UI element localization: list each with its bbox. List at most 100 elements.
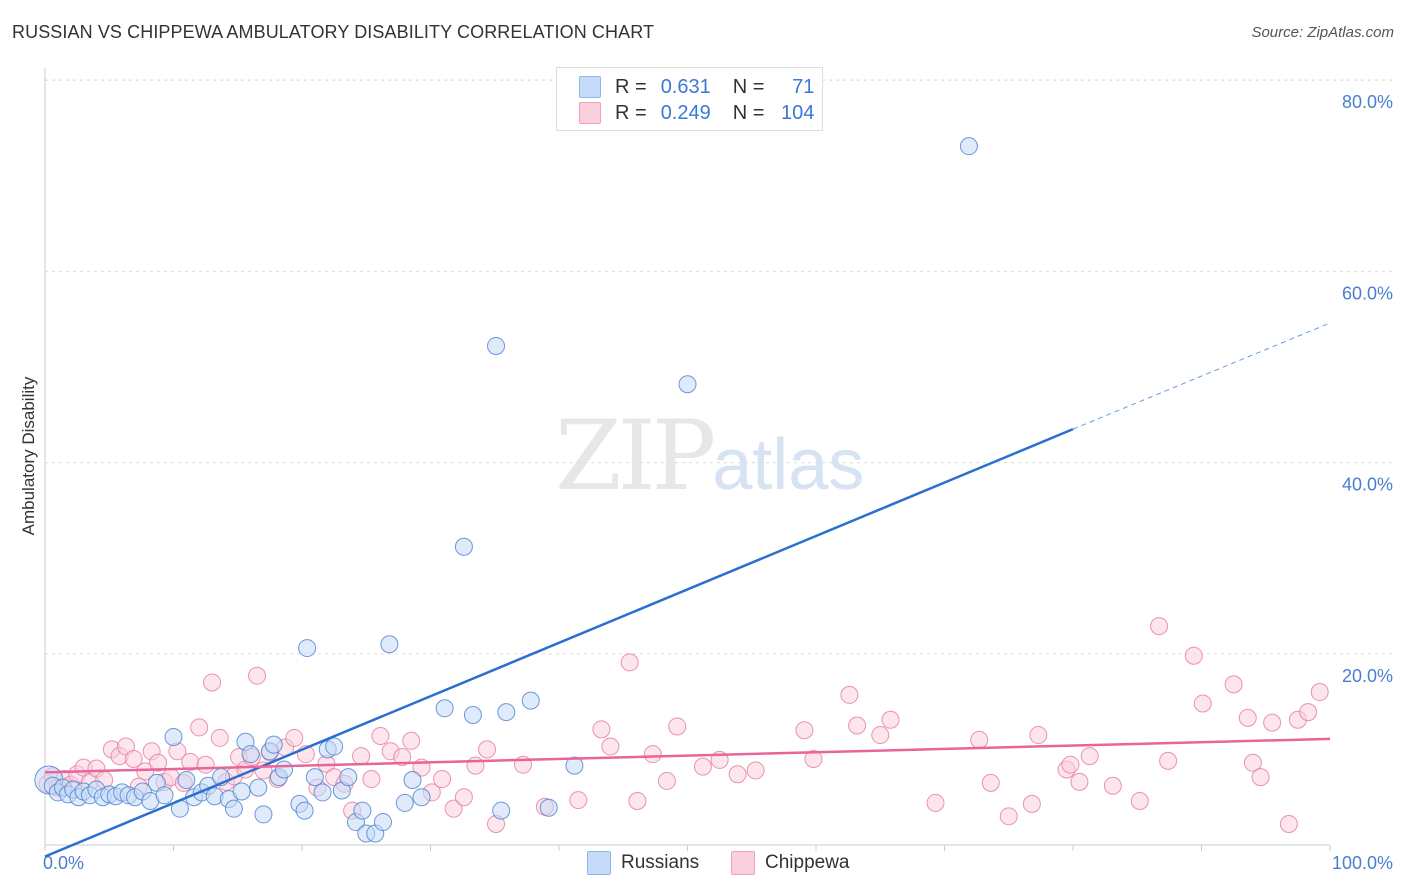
russians-point	[353, 801, 372, 820]
chippewa-point	[1224, 675, 1243, 694]
y-tick-label: 60.0%	[1342, 283, 1393, 303]
chippewa-point	[1238, 708, 1257, 727]
legend-row-russians: R = 0.631 N = 71	[579, 74, 814, 100]
russians-point	[305, 768, 324, 787]
chippewa-point	[643, 745, 662, 764]
chippewa-point	[124, 749, 143, 768]
russians-point	[539, 798, 558, 817]
russians-point	[380, 635, 399, 654]
russians-point	[224, 799, 243, 818]
chippewa-point	[1070, 772, 1089, 791]
chippewa-trendline	[44, 737, 1331, 774]
russians-point	[403, 770, 422, 789]
legend-n-label: N =	[732, 101, 765, 124]
legend-r-label: R =	[615, 75, 647, 98]
russians-point	[565, 756, 584, 775]
russians-trendline-extension	[1072, 322, 1331, 430]
russians-point	[339, 768, 358, 787]
x-tick-label: 0.0%	[43, 853, 84, 873]
legend-swatch-chippewa	[579, 102, 601, 124]
russians-point	[241, 745, 260, 764]
watermark-main: ZIP	[555, 400, 716, 512]
russians-trendline	[44, 427, 1074, 858]
source-credit: Source: ZipAtlas.com	[1251, 24, 1394, 41]
chippewa-point	[371, 727, 390, 746]
chippewa-point	[248, 666, 267, 685]
chippewa-point	[840, 685, 859, 704]
series-legend-russians: Russians	[587, 851, 699, 875]
legend-r-value: 0.249	[660, 101, 711, 124]
chippewa-point	[871, 726, 890, 745]
russians-point	[232, 782, 251, 801]
chippewa-point	[1022, 794, 1041, 813]
y-tick-label: 80.0%	[1342, 92, 1393, 112]
chippewa-point	[592, 720, 611, 739]
chippewa-point	[466, 756, 485, 775]
chippewa-point	[981, 773, 1000, 792]
russians-point	[395, 793, 414, 812]
russians-point	[373, 813, 392, 832]
series-swatch-russians	[587, 851, 611, 875]
chippewa-point	[1029, 726, 1048, 745]
russians-point	[463, 705, 482, 724]
russians-point	[177, 770, 196, 789]
russians-point	[454, 537, 473, 556]
legend-n-value: 71	[792, 75, 815, 98]
watermark-sub: atlas	[712, 425, 865, 505]
russians-point	[497, 703, 516, 722]
russians-point	[164, 727, 183, 746]
chippewa-point	[136, 762, 155, 781]
chippewa-point	[1251, 768, 1270, 787]
chippewa-point	[657, 771, 676, 790]
russians-point	[298, 639, 317, 658]
russians-point	[325, 737, 344, 756]
russians-point	[295, 801, 314, 820]
y-tick-label: 20.0%	[1342, 666, 1393, 686]
chippewa-point	[478, 740, 497, 759]
chippewa-point	[1263, 713, 1282, 732]
chippewa-point	[628, 792, 647, 811]
russians-point	[412, 788, 431, 807]
russians-point	[959, 137, 978, 156]
chippewa-point	[999, 807, 1018, 826]
russians-point	[492, 801, 511, 820]
legend-n-label: N =	[732, 75, 765, 98]
chippewa-point	[746, 761, 765, 780]
chippewa-point	[1150, 617, 1169, 636]
legend-r-label: R =	[615, 101, 647, 124]
chippewa-point	[1103, 776, 1122, 795]
russians-point	[264, 735, 283, 754]
chippewa-point	[620, 653, 639, 672]
chippewa-point	[1159, 751, 1178, 770]
chippewa-point	[668, 717, 687, 736]
legend-swatch-russians	[579, 76, 601, 98]
chippewa-point	[848, 716, 867, 735]
chippewa-point	[444, 799, 463, 818]
russians-point	[275, 760, 294, 779]
series-label-chippewa: Chippewa	[765, 852, 850, 873]
chippewa-point	[1243, 753, 1262, 772]
chippewa-point	[1080, 747, 1099, 766]
chippewa-point	[1061, 755, 1080, 774]
chippewa-point	[926, 793, 945, 812]
chippewa-point	[210, 728, 229, 747]
watermark: ZIPatlas	[555, 400, 864, 512]
chippewa-point	[795, 721, 814, 740]
chippewa-point	[433, 770, 452, 789]
russians-point	[521, 691, 540, 710]
russians-point	[678, 375, 697, 394]
x-tick-label: 100.0%	[1332, 853, 1393, 873]
chippewa-point	[693, 757, 712, 776]
legend-n-value: 104	[781, 101, 815, 124]
chippewa-point	[149, 753, 168, 772]
legend-row-chippewa: R = 0.249 N = 104	[579, 100, 814, 126]
y-axis-label: Ambulatory Disability	[19, 376, 38, 535]
chippewa-point	[402, 731, 421, 750]
chippewa-point	[352, 747, 371, 766]
russians-point	[313, 783, 332, 802]
russians-point	[254, 805, 273, 824]
chippewa-point	[362, 770, 381, 789]
y-tick-label: 40.0%	[1342, 475, 1393, 495]
chippewa-point	[881, 710, 900, 729]
